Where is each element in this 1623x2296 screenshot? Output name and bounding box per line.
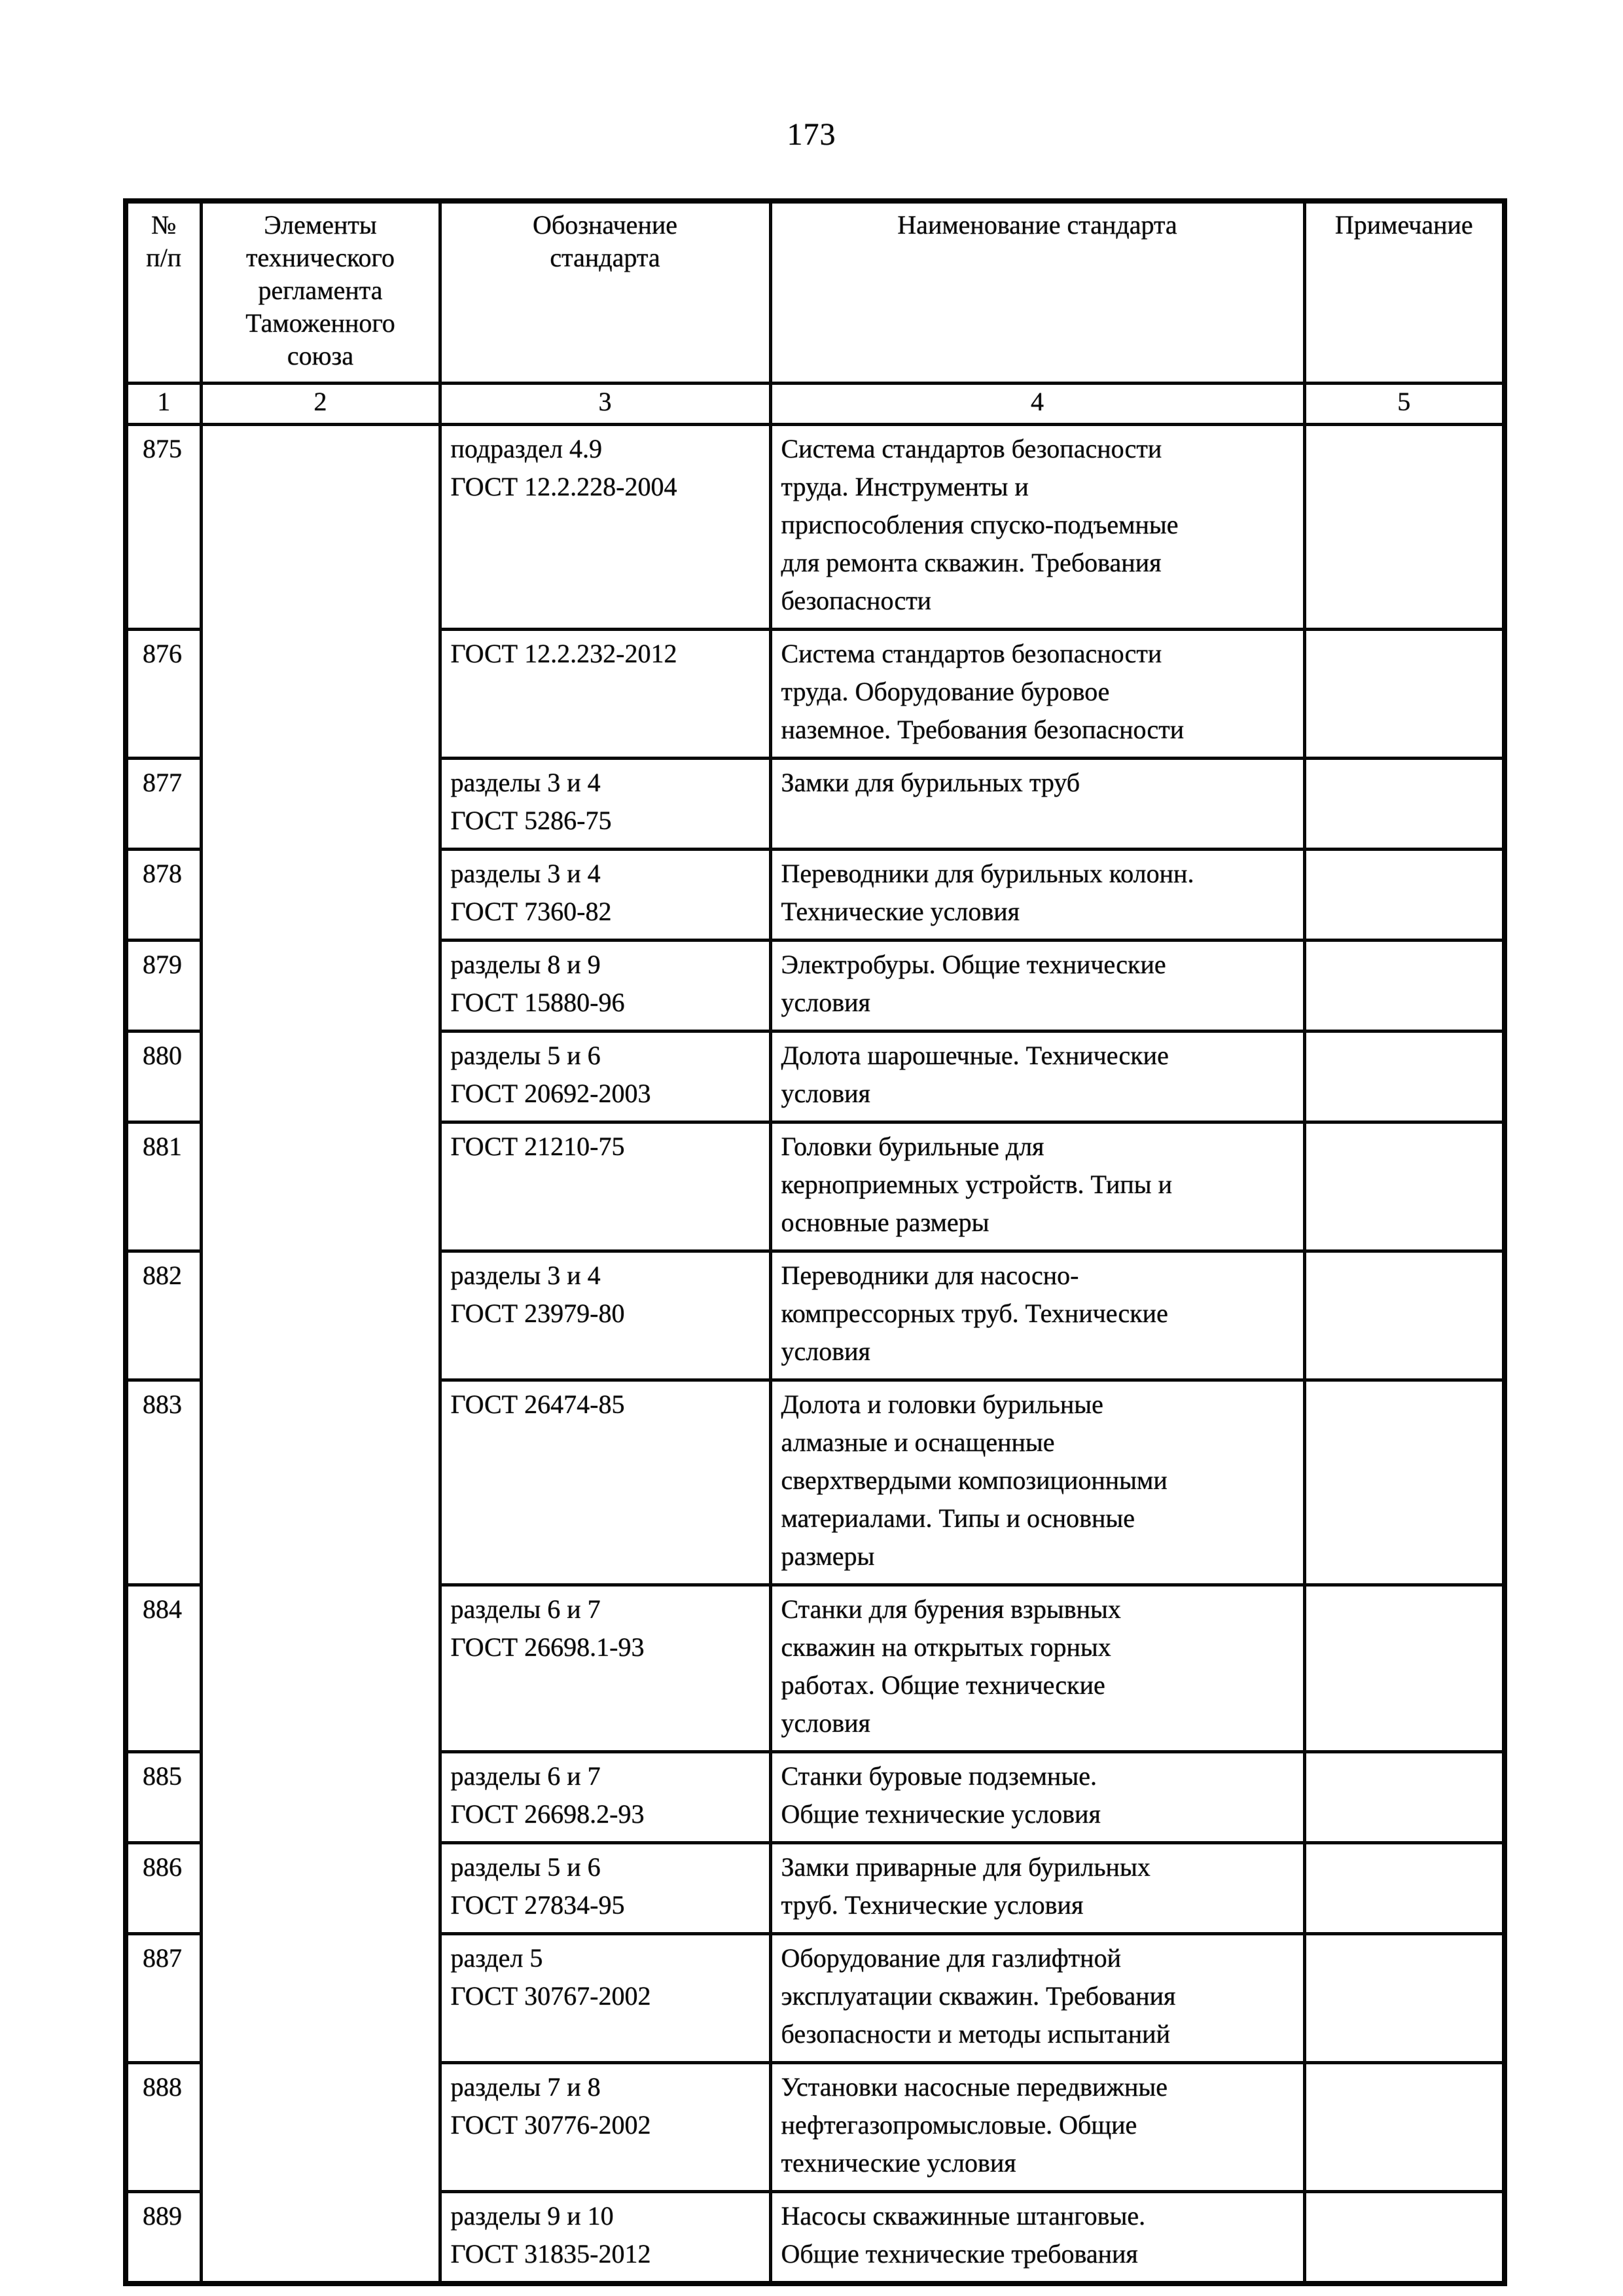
header-num: № п/п bbox=[124, 199, 203, 385]
designation-cell: разделы 6 и 7 ГОСТ 26698.1-93 bbox=[438, 1583, 772, 1753]
table-row: 882 разделы 3 и 4 ГОСТ 23979-80 Переводн… bbox=[124, 1249, 1507, 1382]
note-cell bbox=[1302, 1750, 1507, 1844]
name-cell: Переводники для бурильных колонн. Технич… bbox=[768, 848, 1306, 942]
name-cell: Станки буровые подземные. Общие техничес… bbox=[768, 1750, 1306, 1844]
note-cell bbox=[1302, 757, 1507, 851]
name-cell: Система стандартов безопасности труда. О… bbox=[768, 628, 1306, 760]
header-note: Примечание bbox=[1302, 199, 1507, 385]
note-cell bbox=[1302, 1841, 1507, 1935]
note-cell bbox=[1302, 1030, 1507, 1124]
row-number-cell: 877 bbox=[124, 757, 203, 851]
column-number-cell: 4 bbox=[768, 382, 1306, 426]
table-row: 880 разделы 5 и 6 ГОСТ 20692-2003 Долота… bbox=[124, 1030, 1507, 1124]
row-number-cell: 882 bbox=[124, 1249, 203, 1382]
row-number-cell: 880 bbox=[124, 1030, 203, 1124]
column-number-cell: 1 bbox=[124, 382, 203, 426]
column-number-cell: 3 bbox=[438, 382, 772, 426]
table-row: 889 разделы 9 и 10 ГОСТ 31835-2012 Насос… bbox=[124, 2190, 1507, 2286]
row-number-cell: 889 bbox=[124, 2190, 203, 2286]
row-number-cell: 886 bbox=[124, 1841, 203, 1935]
column-number-cell: 5 bbox=[1302, 382, 1507, 426]
designation-cell: разделы 8 и 9 ГОСТ 15880-96 bbox=[438, 939, 772, 1033]
designation-cell: разделы 6 и 7 ГОСТ 26698.2-93 bbox=[438, 1750, 772, 1844]
column-numbers-row: 1 2 3 4 5 bbox=[124, 382, 1507, 426]
table-row: 878 разделы 3 и 4 ГОСТ 7360-82 Переводни… bbox=[124, 848, 1507, 942]
page-number: 173 bbox=[787, 117, 836, 152]
header-designation: Обозначение стандарта bbox=[438, 199, 772, 385]
column-number-cell: 2 bbox=[199, 382, 442, 426]
name-cell: Установки насосные передвижные нефтегазо… bbox=[768, 2061, 1306, 2193]
table-row: 876 ГОСТ 12.2.232-2012 Система стандарто… bbox=[124, 628, 1507, 760]
header-row: № п/п Элементы технического регламента Т… bbox=[124, 199, 1507, 385]
table-row: 887 раздел 5 ГОСТ 30767-2002 Оборудовани… bbox=[124, 1932, 1507, 2064]
designation-cell: подраздел 4.9 ГОСТ 12.2.228-2004 bbox=[438, 423, 772, 631]
designation-cell: разделы 3 и 4 ГОСТ 5286-75 bbox=[438, 757, 772, 851]
designation-cell: разделы 5 и 6 ГОСТ 27834-95 bbox=[438, 1841, 772, 1935]
row-number-cell: 885 bbox=[124, 1750, 203, 1844]
table-row: 877 разделы 3 и 4 ГОСТ 5286-75 Замки для… bbox=[124, 757, 1507, 851]
table-row: 885 разделы 6 и 7 ГОСТ 26698.2-93 Станки… bbox=[124, 1750, 1507, 1844]
name-cell: Оборудование для газлифтной эксплуатации… bbox=[768, 1932, 1306, 2064]
note-cell bbox=[1302, 848, 1507, 942]
name-cell: Насосы скважинные штанговые. Общие техни… bbox=[768, 2190, 1306, 2286]
name-cell: Долота и головки бурильные алмазные и ос… bbox=[768, 1378, 1306, 1587]
note-cell bbox=[1302, 939, 1507, 1033]
row-number-cell: 881 bbox=[124, 1121, 203, 1253]
note-cell bbox=[1302, 628, 1507, 760]
designation-cell: ГОСТ 12.2.232-2012 bbox=[438, 628, 772, 760]
designation-cell: ГОСТ 21210-75 bbox=[438, 1121, 772, 1253]
table-row: 881 ГОСТ 21210-75 Головки бурильные для … bbox=[124, 1121, 1507, 1253]
row-number-cell: 883 bbox=[124, 1378, 203, 1587]
note-cell bbox=[1302, 1583, 1507, 1753]
table-header: № п/п Элементы технического регламента Т… bbox=[124, 199, 1507, 426]
note-cell bbox=[1302, 1932, 1507, 2064]
name-cell: Система стандартов безопасности труда. И… bbox=[768, 423, 1306, 631]
table-row: 875 подраздел 4.9 ГОСТ 12.2.228-2004 Сис… bbox=[124, 423, 1507, 2286]
name-cell: Станки для бурения взрывных скважин на о… bbox=[768, 1583, 1306, 1753]
designation-cell: ГОСТ 26474-85 bbox=[438, 1378, 772, 1587]
row-number-cell: 878 bbox=[124, 848, 203, 942]
header-name: Наименование стандарта bbox=[768, 199, 1306, 385]
note-cell bbox=[1302, 2061, 1507, 2193]
note-cell bbox=[1302, 423, 1507, 631]
table-body: 875 подраздел 4.9 ГОСТ 12.2.228-2004 Сис… bbox=[124, 423, 1507, 2286]
designation-cell: разделы 5 и 6 ГОСТ 20692-2003 bbox=[438, 1030, 772, 1124]
name-cell: Головки бурильные для керноприемных устр… bbox=[768, 1121, 1306, 1253]
row-number-cell: 884 bbox=[124, 1583, 203, 1753]
table-row: 883 ГОСТ 26474-85 Долота и головки бурил… bbox=[124, 1378, 1507, 1587]
name-cell: Переводники для насосно- компрессорных т… bbox=[768, 1249, 1306, 1382]
name-cell: Замки приварные для бурильных труб. Техн… bbox=[768, 1841, 1306, 1935]
designation-cell: раздел 5 ГОСТ 30767-2002 bbox=[438, 1932, 772, 2064]
name-cell: Электробуры. Общие технические условия bbox=[768, 939, 1306, 1033]
row-number-cell: 879 bbox=[124, 939, 203, 1033]
note-cell bbox=[1302, 1378, 1507, 1587]
note-cell bbox=[1302, 1249, 1507, 1382]
elements-cell bbox=[199, 423, 442, 2286]
designation-cell: разделы 7 и 8 ГОСТ 30776-2002 bbox=[438, 2061, 772, 2193]
row-number-cell: 876 bbox=[124, 628, 203, 760]
designation-cell: разделы 3 и 4 ГОСТ 23979-80 bbox=[438, 1249, 772, 1382]
row-number-cell: 887 bbox=[124, 1932, 203, 2064]
note-cell bbox=[1302, 1121, 1507, 1253]
name-cell: Замки для бурильных труб bbox=[768, 757, 1306, 851]
designation-cell: разделы 9 и 10 ГОСТ 31835-2012 bbox=[438, 2190, 772, 2286]
table-row: 879 разделы 8 и 9 ГОСТ 15880-96 Электроб… bbox=[124, 939, 1507, 1033]
note-cell bbox=[1302, 2190, 1507, 2286]
table-row: 886 разделы 5 и 6 ГОСТ 27834-95 Замки пр… bbox=[124, 1841, 1507, 1935]
header-elements: Элементы технического регламента Таможен… bbox=[199, 199, 442, 385]
table-row: 884 разделы 6 и 7 ГОСТ 26698.1-93 Станки… bbox=[124, 1583, 1507, 1753]
row-number-cell: 875 bbox=[124, 423, 203, 631]
designation-cell: разделы 3 и 4 ГОСТ 7360-82 bbox=[438, 848, 772, 942]
table-row: 888 разделы 7 и 8 ГОСТ 30776-2002 Устано… bbox=[124, 2061, 1507, 2193]
row-number-cell: 888 bbox=[124, 2061, 203, 2193]
name-cell: Долота шарошечные. Технические условия bbox=[768, 1030, 1306, 1124]
standards-table: № п/п Элементы технического регламента Т… bbox=[123, 198, 1507, 2286]
